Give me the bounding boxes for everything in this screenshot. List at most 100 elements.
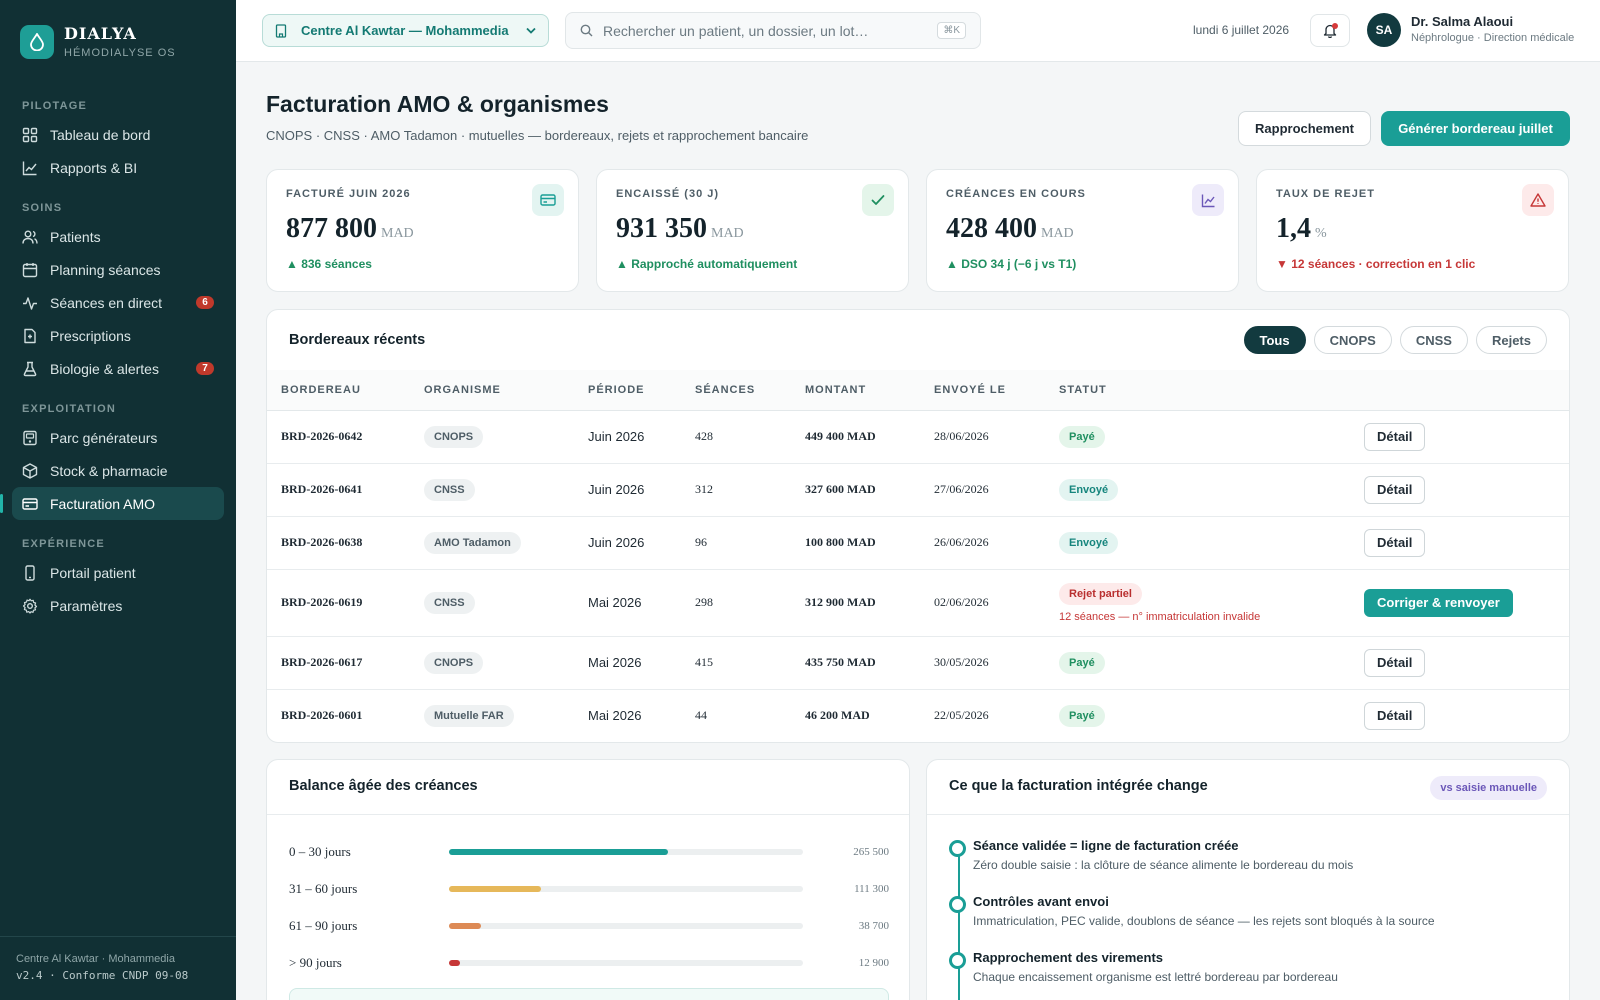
action-cell: Détail bbox=[1350, 636, 1569, 690]
bordereau-ref: BRD-2026-0638 bbox=[267, 516, 410, 570]
table-row[interactable]: BRD-2026-0638 AMO Tadamon Juin 2026 96 1… bbox=[267, 516, 1569, 570]
aging-track bbox=[449, 960, 803, 966]
notification-dot bbox=[1332, 23, 1338, 29]
aging-label: > 90 jours bbox=[289, 955, 342, 970]
timeline-title: Séance validée = ligne de facturation cr… bbox=[973, 838, 1239, 853]
bordereau-ref: BRD-2026-0617 bbox=[267, 636, 410, 690]
filter-chip-cnss[interactable]: CNSS bbox=[1399, 326, 1468, 354]
column-header: ORGANISME bbox=[410, 370, 574, 411]
kpi-value-row: 428 400 MAD bbox=[946, 213, 1219, 245]
sidebar-item-label: Paramètres bbox=[50, 597, 123, 614]
sidebar-item-prescriptions[interactable]: Prescriptions bbox=[12, 319, 224, 352]
status-badge: Payé bbox=[1059, 425, 1105, 448]
notifications-button[interactable] bbox=[1310, 14, 1350, 47]
brand[interactable]: DIALYA HÉMODIALYSE OS bbox=[20, 24, 176, 59]
sidebar-item-biologie[interactable]: Biologie & alertes 7 bbox=[12, 352, 224, 385]
kpi-delta: ▲ Rapproché automatiquement bbox=[616, 257, 798, 271]
sidebar-item-label: Patients bbox=[50, 228, 101, 245]
period-cell: Juin 2026 bbox=[574, 410, 681, 464]
rapprochement-button[interactable]: Rapprochement bbox=[1238, 111, 1371, 146]
filter-chip-rejets[interactable]: Rejets bbox=[1475, 326, 1547, 354]
filter-chips: Tous CNOPS CNSS Rejets bbox=[1243, 326, 1547, 354]
aging-value: 12 900 bbox=[858, 957, 889, 969]
status-cell: Rejet partiel 12 séances — n° immatricul… bbox=[1045, 569, 1350, 637]
sidebar-item-tableau-de-bord[interactable]: Tableau de bord bbox=[12, 118, 224, 151]
column-header bbox=[1350, 370, 1569, 411]
sidebar-item-facturation-amo[interactable]: Facturation AMO bbox=[0, 487, 224, 520]
app-name: DIALYA bbox=[64, 24, 137, 43]
correct-resend-button[interactable]: Corriger & renvoyer bbox=[1364, 588, 1513, 617]
prescription-icon bbox=[24, 328, 36, 343]
sidebar-item-label: Tableau de bord bbox=[50, 126, 151, 143]
sidebar-item-parc-generateurs[interactable]: Parc générateurs bbox=[12, 421, 224, 454]
aging-value: 38 700 bbox=[858, 920, 889, 932]
organisme-cell: CNOPS bbox=[410, 410, 574, 464]
aging-bar bbox=[449, 849, 669, 855]
status-cell: Payé bbox=[1045, 636, 1350, 690]
kpi-card-taux-rejet: TAUX DE REJET 1,4% ▼ 12 séances · correc… bbox=[1256, 169, 1569, 292]
center-select-value: Centre Al Kawtar — Mohammedia bbox=[301, 23, 509, 38]
drop-logo-icon bbox=[20, 24, 54, 59]
sidebar-item-label: Planning séances bbox=[50, 261, 161, 278]
table-row[interactable]: BRD-2026-0641 CNSS Juin 2026 312 327 600… bbox=[267, 463, 1569, 517]
sidebar-item-rapports[interactable]: Rapports & BI bbox=[12, 151, 224, 184]
organisme-cell: Mutuelle FAR bbox=[410, 689, 574, 742]
calendar-icon bbox=[22, 262, 38, 277]
timeline-desc: Zéro double saisie : la clôture de séanc… bbox=[973, 858, 1354, 872]
aging-label: 31 – 60 jours bbox=[289, 881, 358, 896]
detail-button[interactable]: Détail bbox=[1364, 475, 1426, 504]
count-badge: 7 bbox=[196, 362, 214, 375]
filter-chip-cnops[interactable]: CNOPS bbox=[1313, 326, 1392, 354]
detail-button[interactable]: Détail bbox=[1364, 528, 1426, 557]
column-header: PÉRIODE bbox=[574, 370, 681, 411]
timeline-dot bbox=[949, 840, 966, 857]
table-row[interactable]: BRD-2026-0642 CNOPS Juin 2026 428 449 40… bbox=[267, 410, 1569, 464]
amount-cell: 449 400 MAD bbox=[791, 410, 920, 464]
sidebar-item-label: Biologie & alertes bbox=[50, 360, 159, 377]
action-cell: Corriger & renvoyer bbox=[1350, 569, 1569, 637]
machine-icon bbox=[23, 430, 37, 445]
sidebar-item-portail-patient[interactable]: Portail patient bbox=[12, 556, 224, 589]
integration-title: Ce que la facturation intégrée change bbox=[949, 778, 1208, 794]
generate-bordereau-button[interactable]: Générer bordereau juillet bbox=[1381, 111, 1570, 146]
sidebar-item-stock[interactable]: Stock & pharmacie bbox=[12, 454, 224, 487]
filter-chip-tous[interactable]: Tous bbox=[1243, 326, 1306, 354]
sessions-cell: 312 bbox=[681, 463, 791, 517]
amount-cell: 46 200 MAD bbox=[805, 708, 870, 723]
amount-cell: 100 800 MAD bbox=[791, 516, 920, 570]
sidebar-item-seances-en-direct[interactable]: Séances en direct 6 bbox=[12, 286, 224, 319]
status-cell: Envoyé bbox=[1045, 463, 1350, 517]
timeline-item: Séance validée = ligne de facturation cr… bbox=[949, 838, 1549, 872]
sidebar-item-label: Stock & pharmacie bbox=[50, 462, 168, 479]
bordereau-ref: BRD-2026-0619 bbox=[267, 569, 410, 637]
organisme-cell: CNOPS bbox=[410, 636, 574, 690]
sessions-cell: 44 bbox=[695, 708, 707, 723]
sidebar-item-patients[interactable]: Patients bbox=[12, 220, 224, 253]
table-row[interactable]: BRD-2026-0619 CNSS Mai 2026 298 312 900 … bbox=[267, 569, 1569, 637]
sidebar-item-label: Parc générateurs bbox=[50, 429, 158, 446]
search-input[interactable]: Rechercher un patient, un dossier, un lo… bbox=[565, 12, 981, 49]
detail-button[interactable]: Détail bbox=[1364, 701, 1426, 730]
table-row[interactable]: BRD-2026-0601 Mutuelle FAR Mai 2026 44 4… bbox=[267, 689, 1569, 742]
credit-card-icon bbox=[22, 497, 38, 510]
table-row[interactable]: BRD-2026-0617 CNOPS Mai 2026 415 435 750… bbox=[267, 636, 1569, 690]
app-subtitle: HÉMODIALYSE OS bbox=[64, 47, 176, 59]
sent-date-cell: 27/06/2026 bbox=[920, 463, 1045, 517]
sidebar-item-planning[interactable]: Planning séances bbox=[12, 253, 224, 286]
center-select[interactable]: Centre Al Kawtar — Mohammedia bbox=[262, 14, 549, 47]
active-indicator bbox=[0, 494, 3, 513]
detail-button[interactable]: Détail bbox=[1364, 422, 1426, 451]
user-name[interactable]: Dr. Salma Alaoui bbox=[1411, 14, 1514, 29]
aging-track bbox=[449, 923, 803, 929]
user-role: Néphrologue · Direction médicale bbox=[1411, 32, 1575, 44]
period-cell: Juin 2026 bbox=[574, 463, 681, 517]
kpi-value: 428 400 bbox=[946, 213, 1037, 244]
divider bbox=[927, 814, 1569, 815]
avatar[interactable]: SA bbox=[1367, 13, 1401, 47]
organisme-cell: CNSS bbox=[410, 463, 574, 517]
aging-row: 0 – 30 jours 265 500 bbox=[289, 842, 889, 862]
detail-button[interactable]: Détail bbox=[1364, 648, 1426, 677]
aging-row: 31 – 60 jours 111 300 bbox=[289, 879, 889, 899]
aging-row: > 90 jours 12 900 bbox=[289, 953, 889, 973]
sidebar-item-parametres[interactable]: Paramètres bbox=[12, 589, 224, 622]
